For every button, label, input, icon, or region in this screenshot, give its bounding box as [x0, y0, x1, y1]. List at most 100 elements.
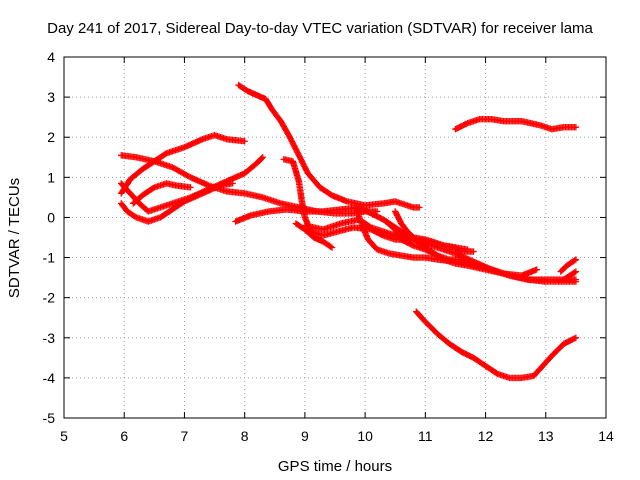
data-point-marks	[434, 330, 452, 346]
data-point-marks	[337, 216, 361, 227]
data-point-marks	[398, 200, 415, 211]
data-point-marks	[464, 262, 488, 273]
data-point-marks	[319, 228, 340, 239]
data-point-marks	[488, 116, 506, 125]
data-point-marks	[295, 178, 305, 204]
x-tick-label: 8	[241, 428, 249, 444]
data-point-marks	[304, 170, 323, 190]
data-point-marks	[358, 222, 371, 242]
data-point-marks	[560, 335, 578, 347]
y-tick-label: -2	[43, 290, 56, 306]
y-tick-label: -1	[43, 250, 56, 266]
data-point	[241, 138, 248, 145]
data-point-marks	[286, 134, 302, 158]
data-point-marks	[232, 212, 253, 225]
data-point-marks	[151, 150, 169, 165]
data-point-marks	[470, 354, 488, 369]
data-point-marks	[172, 182, 193, 191]
data-point	[572, 276, 580, 283]
data-point-marks	[539, 353, 554, 370]
data-point-marks	[118, 152, 138, 161]
chart-title: Day 241 of 2017, Sidereal Day-to-day VTE…	[47, 20, 593, 37]
data-point-marks	[187, 174, 211, 188]
data-point-marks	[292, 220, 307, 232]
data-point-marks	[428, 248, 446, 262]
data-point	[572, 334, 580, 341]
x-tick-label: 13	[538, 428, 554, 444]
data-point-marks	[181, 190, 205, 205]
data-point-marks	[118, 200, 130, 214]
data-point-marks	[319, 220, 343, 233]
data-point-marks	[235, 81, 250, 94]
data-point-marks	[334, 224, 355, 235]
y-tick-label: 1	[47, 169, 55, 185]
y-tick-label: -3	[43, 330, 56, 346]
data-point-marks	[482, 266, 506, 277]
data-point	[229, 180, 236, 187]
data-point-marks	[181, 136, 205, 151]
data-point-marks	[398, 220, 410, 234]
y-tick-label: 0	[47, 209, 55, 225]
series-arc-16	[557, 256, 580, 275]
x-tick-label: 9	[301, 428, 309, 444]
data-point-marks	[268, 105, 284, 124]
data-point-marks	[343, 198, 367, 209]
data-point-marks	[151, 180, 169, 191]
data-point-marks	[295, 152, 311, 176]
y-tick-label: -4	[43, 370, 56, 386]
data-point-marks	[530, 363, 545, 380]
data-point-marks	[259, 194, 283, 207]
data-point-marks	[482, 362, 500, 377]
x-axis-label: GPS time / hours	[278, 458, 392, 475]
data-point-marks	[352, 204, 365, 228]
series-arc-4	[118, 180, 236, 225]
data-point-marks	[139, 158, 157, 173]
data-point-marks	[518, 266, 539, 279]
series-arc-11	[352, 204, 580, 283]
data-point	[373, 208, 381, 215]
data-point-marks	[392, 226, 404, 242]
data-point	[328, 244, 336, 251]
data-point-marks	[560, 273, 572, 283]
data-point-marks	[199, 182, 223, 197]
data-point-marks	[169, 199, 187, 213]
data-point-marks	[262, 95, 275, 112]
x-tick-label: 5	[60, 428, 68, 444]
y-axis-label: SDTVAR / TECUs	[6, 178, 23, 298]
data-point-marks	[398, 252, 415, 261]
data-point-marks	[548, 124, 566, 133]
data-point-marks	[364, 236, 380, 252]
data-point-marks	[319, 238, 334, 250]
data-point-marks	[452, 244, 464, 254]
data-point-marks	[404, 228, 416, 240]
plot-frame	[63, 56, 607, 419]
data-point-marks	[118, 180, 133, 196]
data-point-marks	[410, 234, 422, 246]
data-point-marks	[563, 257, 578, 269]
data-point-marks	[139, 185, 157, 199]
x-tick-label: 12	[478, 428, 494, 444]
x-tick-label: 6	[120, 428, 128, 444]
data-point	[572, 123, 580, 131]
data-point-marks	[566, 269, 578, 279]
data-point-marks	[157, 207, 175, 221]
x-tick-label: 14	[598, 428, 614, 444]
data-point-marks	[211, 132, 229, 142]
data-points	[118, 81, 580, 382]
data-point-marks	[289, 158, 302, 184]
data-point-marks	[557, 263, 570, 275]
data-point-marks	[536, 122, 554, 132]
data-point-marks	[241, 161, 259, 177]
x-tick-label: 11	[418, 428, 433, 444]
series-arc-15	[413, 308, 580, 382]
x-tick-label: 10	[357, 428, 373, 444]
series-arc-17	[560, 268, 580, 283]
data-point-marks	[130, 193, 145, 207]
data-point-marks	[223, 188, 247, 197]
data-point-marks	[452, 120, 470, 133]
data-point-marks	[163, 144, 187, 157]
x-tick-label: 7	[181, 428, 189, 444]
data-point-marks	[301, 226, 316, 240]
